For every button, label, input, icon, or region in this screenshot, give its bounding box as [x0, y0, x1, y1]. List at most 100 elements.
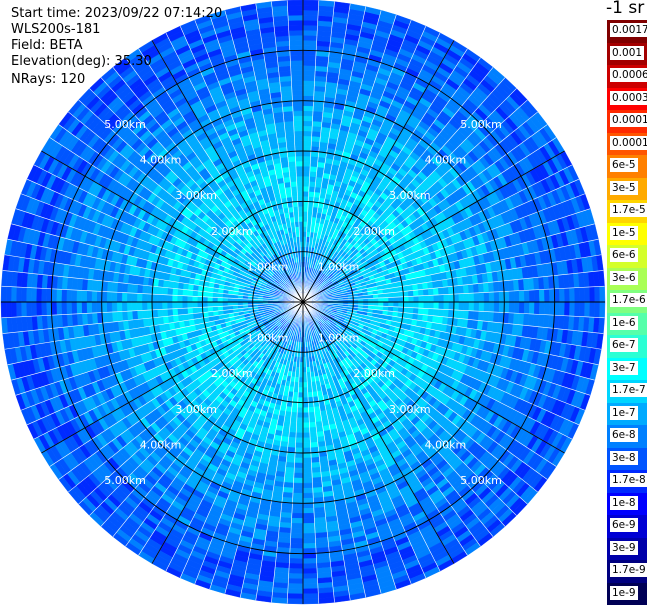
beta-cell — [296, 186, 304, 192]
beta-cell — [309, 171, 317, 178]
beta-cell — [286, 0, 304, 6]
beta-cell — [292, 100, 304, 107]
beta-cell — [302, 155, 311, 162]
beta-cell — [302, 24, 318, 31]
beta-cell — [296, 175, 304, 182]
beta-cell — [30, 287, 37, 303]
beta-cell — [295, 155, 304, 162]
beta-cell — [373, 297, 379, 303]
beta-cell — [310, 140, 321, 148]
beta-cell — [187, 307, 194, 315]
beta-cell — [116, 282, 124, 293]
beta-cell — [116, 311, 124, 322]
beta-cell — [20, 287, 27, 303]
beta-cell — [302, 115, 313, 122]
beta-cell — [20, 301, 27, 317]
beta-cell — [121, 292, 128, 303]
beta-cell — [302, 226, 308, 232]
beta-cell — [559, 288, 565, 303]
beta-cell — [131, 310, 139, 321]
beta-cell — [111, 301, 118, 313]
beta-cell — [126, 283, 134, 294]
beta-cell — [309, 176, 317, 183]
beta-cell — [418, 295, 425, 303]
beta-cell — [177, 308, 184, 316]
beta-cell — [302, 75, 316, 82]
beta-cell — [599, 285, 606, 303]
beta-cell — [111, 281, 119, 293]
beta-cell — [5, 286, 12, 303]
beta-cell — [289, 50, 304, 56]
beta-cell — [392, 291, 399, 298]
beta-cell — [488, 291, 495, 303]
beta-cell — [121, 301, 128, 312]
beta-cell — [308, 186, 316, 193]
beta-cell — [207, 296, 213, 303]
beta-cell — [288, 161, 297, 168]
beta-cell — [302, 130, 313, 137]
beta-cell — [46, 288, 52, 303]
beta-cell — [302, 70, 316, 77]
beta-cell — [66, 289, 72, 303]
beta-cell — [0, 285, 7, 303]
beta-cell — [302, 150, 312, 157]
beta-cell — [101, 291, 108, 303]
beta-cell — [458, 293, 465, 303]
beta-cell — [283, 120, 294, 128]
beta-cell — [177, 288, 184, 296]
beta-cell — [297, 206, 304, 212]
beta-cell — [293, 125, 304, 132]
beta-cell — [288, 29, 304, 36]
beta-cell — [126, 310, 134, 321]
beta-cell — [66, 301, 72, 315]
beta-cell — [30, 301, 37, 317]
beta-cell — [302, 231, 307, 237]
beta-cell — [285, 135, 295, 143]
beta-cell — [162, 308, 169, 317]
beta-cell — [298, 216, 304, 222]
beta-cell — [212, 306, 219, 312]
beta-cell — [302, 201, 309, 207]
beta-cell — [106, 301, 113, 313]
beta-cell — [207, 291, 214, 298]
beta-cell — [289, 55, 304, 61]
beta-cell — [483, 292, 490, 303]
beta-cell — [217, 301, 223, 307]
beta-cell — [288, 24, 304, 31]
beta-cell — [302, 180, 310, 187]
beta-cell — [528, 289, 535, 303]
beta-cell — [422, 288, 429, 296]
beta-cell — [302, 14, 319, 21]
beta-cell — [302, 125, 313, 132]
beta-cell — [292, 206, 299, 213]
beta-cell — [311, 130, 322, 138]
beta-cell — [318, 0, 335, 7]
beta-cell — [291, 191, 298, 198]
beta-cell — [297, 196, 304, 202]
beta-cell — [299, 231, 304, 237]
beta-cell — [302, 9, 319, 16]
beta-cell — [487, 281, 495, 293]
beta-cell — [232, 298, 238, 303]
beta-cell — [141, 293, 148, 303]
beta-cell — [181, 295, 188, 303]
beta-cell — [302, 35, 318, 41]
beta-cell — [294, 145, 304, 152]
beta-cell — [291, 80, 304, 87]
beta-cell — [412, 289, 419, 297]
beta-cell — [413, 295, 419, 303]
beta-cell — [111, 311, 119, 323]
beta-cell — [187, 283, 194, 291]
beta-cell — [10, 301, 17, 318]
beta-cell — [584, 286, 591, 303]
beta-cell — [285, 140, 296, 148]
beta-cell — [307, 201, 314, 208]
beta-cell — [61, 301, 67, 315]
beta-cell — [462, 284, 470, 294]
beta-cell — [309, 166, 318, 173]
beta-cell — [284, 125, 295, 133]
beta-cell — [36, 287, 42, 303]
beta-cell — [433, 294, 440, 303]
beta-cell — [136, 284, 144, 294]
beta-cell — [302, 206, 309, 212]
